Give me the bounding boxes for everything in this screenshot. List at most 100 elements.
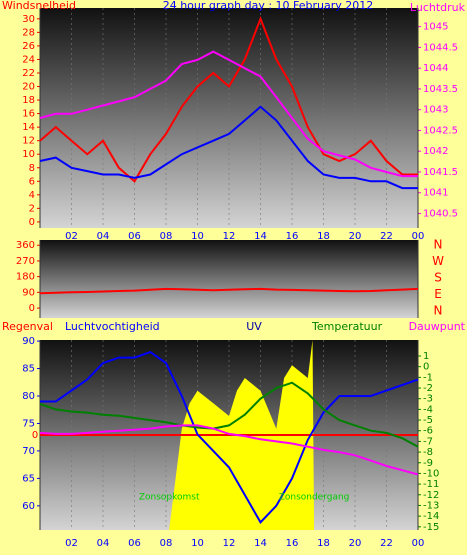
compass-label: N	[434, 304, 443, 318]
y2-tick-label: -9	[423, 458, 433, 469]
y2-tick-label: 0	[423, 362, 429, 373]
compass-label: E	[434, 287, 442, 301]
y-tick-label: 360	[16, 240, 35, 251]
y-tick-label: 180	[16, 272, 35, 283]
y-tick-label: 0	[29, 217, 35, 228]
series-label: Regenval	[2, 320, 53, 333]
series-label: UV	[246, 320, 262, 333]
y2-tick-label: 1043.5	[423, 84, 458, 95]
y-tick-label: 70	[22, 446, 35, 457]
y2-tick-label: -3	[423, 394, 433, 405]
x-tick-label: 16	[286, 538, 299, 549]
series-label: Luchtvochtigheid	[65, 320, 160, 333]
series-line	[39, 381, 419, 448]
y2-tick-label: -5	[423, 415, 433, 426]
series-line	[39, 287, 419, 295]
series-label: Temperatuur	[311, 320, 383, 333]
x-tick-label: 20	[349, 231, 362, 242]
x-tick-label: 18	[317, 538, 330, 549]
x-tick-label: 02	[65, 538, 78, 549]
x-tick-label: 02	[65, 231, 78, 242]
y-tick-label: 270	[16, 256, 35, 267]
x-tick-label: 00	[412, 231, 425, 242]
y2-tick-label: 1044.5	[423, 42, 458, 53]
annotation: Zonsondergang	[279, 493, 350, 503]
y-tick-label: 4	[29, 190, 35, 201]
y-tick-label: 80	[22, 391, 35, 402]
y-tick-label: 26	[22, 41, 35, 52]
x-tick-label: 06	[128, 538, 141, 549]
y2-tick-label: -14	[423, 511, 439, 522]
y2-tick-label: -11	[423, 479, 439, 490]
series-line	[40, 350, 419, 524]
y2-tick-label: -6	[423, 426, 433, 437]
y2-tick-label: -1	[423, 372, 433, 383]
y2-tick-label: -13	[423, 500, 439, 511]
x-tick-label: 20	[349, 538, 362, 549]
y3-tick-label: 0	[32, 430, 38, 441]
y-tick-label: 30	[22, 14, 35, 25]
compass-label: S	[434, 271, 442, 285]
x-tick-label: 22	[380, 538, 393, 549]
y-tick-label: 2	[29, 203, 35, 214]
y-tick-label: 85	[22, 364, 35, 375]
y2-tick-label: 1045	[423, 22, 448, 33]
y2-tick-label: 1044	[423, 63, 448, 74]
x-tick-label: 10	[191, 231, 204, 242]
x-tick-label: 14	[254, 231, 267, 242]
y-tick-label: 0	[29, 303, 35, 314]
series-label: Dauwpunt	[409, 320, 466, 333]
y-tick-label: 22	[22, 68, 35, 79]
x-tick-label: 10	[191, 538, 204, 549]
compass-label: W	[432, 254, 444, 268]
chart-title: 24 hour graph day : 10 February 2012	[163, 0, 374, 12]
x-tick-label: 06	[128, 231, 141, 242]
x-tick-label: 16	[286, 231, 299, 242]
y-tick-label: 60	[22, 501, 35, 512]
y-tick-label: 8	[29, 163, 35, 174]
y-tick-label: 6	[29, 176, 35, 187]
x-tick-label: 08	[160, 231, 173, 242]
y-tick-label: 24	[22, 54, 35, 65]
y2-tick-label: -10	[423, 468, 439, 479]
y2-tick-label: -15	[423, 522, 439, 533]
y2-tick-label: 1041.5	[423, 167, 458, 178]
y2-tick-label: -4	[423, 404, 433, 415]
y2-tick-label: -7	[423, 436, 433, 447]
series-line	[39, 16, 418, 183]
x-tick-label: 00	[412, 538, 425, 549]
x-tick-label: 22	[380, 231, 393, 242]
x-tick-label: 18	[317, 231, 330, 242]
x-tick-label: 04	[97, 231, 110, 242]
y-axis-label: Windsnelheid	[2, 0, 76, 12]
y2-tick-label: 1	[423, 351, 429, 362]
y2-tick-label: 1042	[423, 146, 448, 157]
y2-tick-label: -2	[423, 383, 433, 394]
x-tick-label: 04	[97, 538, 110, 549]
plot-area	[40, 240, 418, 318]
y-tick-label: 65	[22, 473, 35, 484]
y2-tick-label: -8	[423, 447, 433, 458]
y-tick-label: 14	[22, 122, 35, 133]
x-tick-label: 12	[223, 538, 236, 549]
y2-tick-label: 1040.5	[423, 208, 458, 219]
y-tick-label: 90	[22, 336, 35, 347]
x-tick-label: 08	[160, 538, 173, 549]
y2-axis-label: Luchtdruk	[410, 1, 466, 14]
y-tick-label: 12	[22, 136, 35, 147]
y2-tick-label: -12	[423, 490, 439, 501]
annotation: Zonsopkomst	[139, 493, 200, 503]
x-tick-label: 14	[254, 538, 267, 549]
y-tick-label: 28	[22, 27, 35, 38]
y2-tick-label: 1041	[423, 188, 448, 199]
y2-tick-label: 1042.5	[423, 125, 458, 136]
series-line	[39, 50, 418, 178]
y-tick-label: 90	[22, 287, 35, 298]
x-tick-label: 12	[223, 231, 236, 242]
y2-tick-label: 1043	[423, 105, 448, 116]
series-line	[39, 105, 418, 190]
compass-label: N	[434, 238, 443, 252]
y-tick-label: 75	[22, 418, 35, 429]
y-tick-label: 20	[22, 82, 35, 93]
